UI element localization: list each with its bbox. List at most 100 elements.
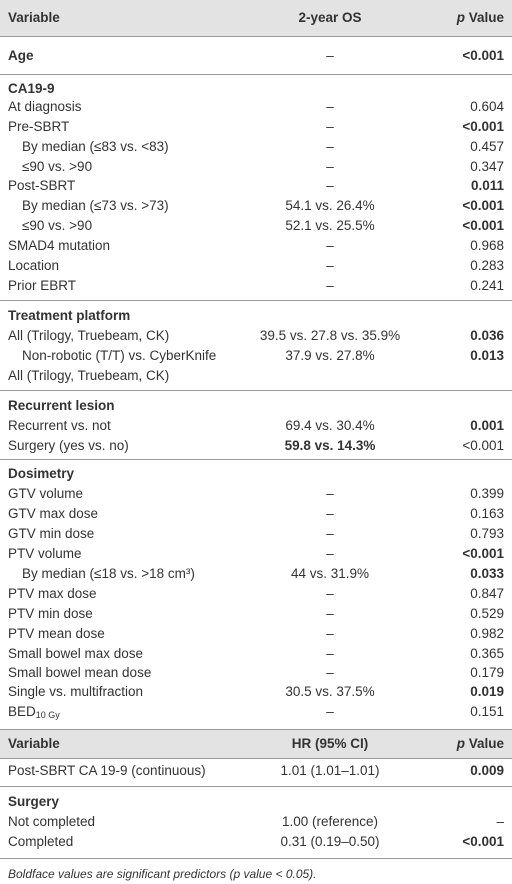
row-label: ≤90 vs. >90 <box>22 218 93 233</box>
row-label: Treatment platform <box>8 308 131 323</box>
row-label: Completed <box>8 834 74 849</box>
row-os: – <box>326 606 334 621</box>
row-os: 1.00 (reference) <box>281 814 379 829</box>
header-os: 2-year OS <box>298 10 362 25</box>
row-os: – <box>326 139 334 154</box>
row-label: Post-SBRT CA 19-9 (continuous) <box>8 763 206 778</box>
row-p: <0.001 <box>462 198 504 213</box>
row-p: 0.457 <box>470 139 504 154</box>
row-os: 37.9 vs. 27.8% <box>285 348 375 363</box>
row-os: 54.1 vs. 26.4% <box>285 198 375 213</box>
row-label: GTV volume <box>8 486 84 501</box>
row-label: GTV min dose <box>8 526 95 541</box>
row-label: CA19-9 <box>8 81 55 96</box>
row-os: – <box>326 99 334 114</box>
row-os: – <box>326 646 334 661</box>
row-p: 0.151 <box>470 704 504 719</box>
row-p: <0.001 <box>462 119 504 134</box>
row-p: 0.179 <box>470 665 504 680</box>
header-variable: Variable <box>8 736 60 751</box>
header-p-value: Value <box>468 736 504 751</box>
rule <box>0 786 512 787</box>
header-p: p Value <box>457 735 504 753</box>
header-p: p Value <box>457 9 504 27</box>
row-os: – <box>326 506 334 521</box>
row-p: 0.793 <box>470 526 504 541</box>
row-label: SMAD4 mutation <box>8 238 111 253</box>
row-label: All (Trilogy, Truebeam, CK) <box>8 328 170 343</box>
row-os: – <box>326 278 334 293</box>
row-os: – <box>326 626 334 641</box>
row-p: 0.011 <box>470 178 504 193</box>
row-label: All (Trilogy, Truebeam, CK) <box>8 368 170 383</box>
row-p: – <box>496 814 504 829</box>
rule <box>0 300 512 301</box>
row-p: 0.013 <box>470 348 504 363</box>
row-p: 0.283 <box>470 258 504 273</box>
row-os: – <box>326 704 334 719</box>
header-p-value: Value <box>468 10 504 25</box>
row-label: Surgery (yes vs. no) <box>8 438 129 453</box>
row-label: Dosimetry <box>8 466 75 481</box>
row-os: – <box>326 526 334 541</box>
header-os: HR (95% CI) <box>291 736 369 751</box>
row-p: 0.847 <box>470 586 504 601</box>
row-os: – <box>326 178 334 193</box>
row-label: Recurrent lesion <box>8 398 115 413</box>
row-label: By median (≤18 vs. >18 cm³) <box>22 566 195 581</box>
row-label: PTV mean dose <box>8 626 105 641</box>
rule <box>0 74 512 75</box>
row-label: Pre-SBRT <box>8 119 70 134</box>
row-label: Small bowel mean dose <box>8 665 152 680</box>
row-label: BED10 Gy <box>8 704 60 720</box>
row-label: ≤90 vs. >90 <box>22 159 93 174</box>
row-p: 0.001 <box>470 418 504 433</box>
row-label: GTV max dose <box>8 506 99 521</box>
rule <box>0 390 512 391</box>
row-os: – <box>326 238 334 253</box>
row-p: 0.241 <box>470 278 504 293</box>
row-os: – <box>326 119 334 134</box>
row-p: 0.036 <box>470 328 504 343</box>
header-band <box>0 730 512 758</box>
row-label: At diagnosis <box>8 99 82 114</box>
rule <box>0 36 512 37</box>
row-p: 0.982 <box>470 626 504 641</box>
header-p-italic: p <box>456 10 465 25</box>
row-label: Not completed <box>8 814 96 829</box>
row-p: 0.529 <box>470 606 504 621</box>
header-variable: Variable <box>8 10 60 25</box>
row-p: 0.033 <box>470 566 504 581</box>
row-os: 44 vs. 31.9% <box>290 566 370 581</box>
row-os: 52.1 vs. 25.5% <box>285 218 375 233</box>
row-label: Prior EBRT <box>8 278 77 293</box>
row-p: 0.968 <box>470 238 504 253</box>
row-p: 0.163 <box>470 506 504 521</box>
row-label: Location <box>8 258 60 273</box>
row-p: 0.604 <box>470 99 504 114</box>
row-os: 30.5 vs. 37.5% <box>285 684 375 699</box>
row-label: PTV min dose <box>8 606 93 621</box>
row-os: – <box>326 48 334 63</box>
rule <box>0 858 512 859</box>
rule <box>0 758 512 759</box>
row-os: 69.4 vs. 30.4% <box>285 418 375 433</box>
rule <box>0 729 512 730</box>
row-os: – <box>326 486 334 501</box>
row-p: 0.365 <box>470 646 504 661</box>
row-label: Recurrent vs. not <box>8 418 111 433</box>
row-label: Surgery <box>8 794 60 809</box>
row-p: <0.001 <box>462 438 504 453</box>
row-p: 0.399 <box>470 486 504 501</box>
row-os: 0.31 (0.19–0.50) <box>280 834 380 849</box>
row-label: Non-robotic (T/T) vs. CyberKnife <box>22 348 217 363</box>
row-label: By median (≤83 vs. <83) <box>22 139 169 154</box>
row-label: Age <box>8 48 34 63</box>
header-band <box>0 0 512 36</box>
row-label: By median (≤73 vs. >73) <box>22 198 169 213</box>
row-label: Post-SBRT <box>8 178 76 193</box>
row-os: – <box>326 159 334 174</box>
row-p: <0.001 <box>462 834 504 849</box>
row-p: 0.009 <box>470 763 504 778</box>
